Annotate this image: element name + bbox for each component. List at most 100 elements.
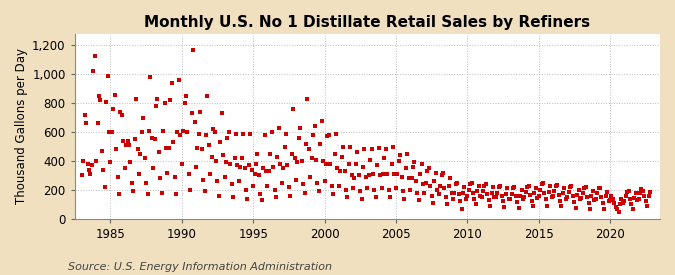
Point [634, 191, 645, 196]
Point [222, 136, 233, 140]
Point [546, 195, 557, 199]
Point [232, 163, 243, 167]
Point [336, 155, 347, 159]
Point [219, 175, 230, 179]
Point [495, 183, 506, 188]
Point [155, 176, 166, 180]
Point [373, 146, 384, 150]
Point [425, 183, 435, 188]
Point [358, 164, 369, 169]
Point [282, 163, 293, 167]
Point [292, 160, 303, 165]
Point [131, 97, 142, 101]
Point [362, 186, 373, 191]
Point [122, 139, 133, 143]
Point [619, 199, 630, 204]
Point [103, 130, 114, 134]
Point [405, 188, 416, 192]
Point [268, 164, 279, 169]
Point [234, 179, 244, 183]
Point [168, 140, 179, 144]
Point [221, 160, 232, 165]
Point [325, 162, 335, 166]
Point [76, 173, 87, 178]
Point [491, 195, 502, 199]
Point [121, 143, 132, 147]
Point [612, 207, 622, 211]
Point [396, 175, 407, 179]
Point [481, 182, 491, 186]
Point [520, 190, 531, 194]
Point [448, 196, 458, 201]
Point [416, 162, 427, 166]
Point [288, 107, 298, 111]
Point [552, 183, 563, 187]
Point [109, 92, 120, 97]
Point [460, 196, 471, 201]
Point [589, 198, 599, 202]
Point [443, 183, 454, 188]
Point [169, 175, 180, 179]
Point [562, 195, 572, 199]
Point [149, 137, 160, 142]
Point [392, 172, 403, 176]
Point [549, 189, 560, 194]
Point [547, 194, 558, 199]
Point [346, 173, 357, 178]
Point [542, 204, 553, 208]
Point [398, 189, 408, 194]
Point [630, 191, 641, 195]
Point [381, 147, 392, 152]
Point [333, 183, 344, 188]
Point [97, 149, 107, 153]
Point [624, 196, 635, 201]
Point [633, 196, 644, 201]
Point [429, 179, 440, 183]
Point [285, 193, 296, 198]
Point [327, 192, 338, 196]
Point [175, 133, 186, 137]
Point [431, 170, 441, 175]
Point [132, 147, 143, 152]
Point [626, 201, 637, 206]
Point [309, 124, 320, 128]
Point [458, 191, 468, 195]
Point [272, 155, 283, 159]
Point [578, 191, 589, 195]
Point [356, 196, 367, 201]
Point [295, 126, 306, 130]
Point [536, 182, 547, 186]
Point [78, 159, 88, 163]
Point [299, 191, 310, 195]
Point [492, 191, 503, 195]
Point [340, 188, 351, 192]
Point [344, 162, 354, 166]
Point [115, 110, 126, 114]
Point [636, 187, 647, 191]
Point [445, 176, 456, 180]
Point [628, 207, 639, 211]
Point [433, 192, 444, 196]
Point [479, 183, 490, 188]
Point [423, 166, 434, 170]
Point [136, 130, 147, 134]
Point [475, 193, 485, 198]
Point [238, 131, 248, 136]
Point [275, 162, 286, 166]
Point [89, 53, 100, 58]
Point [265, 152, 275, 156]
Point [508, 186, 518, 191]
Point [379, 156, 390, 160]
Point [394, 159, 404, 163]
Point [606, 193, 617, 198]
Point [302, 97, 313, 101]
Point [252, 152, 263, 156]
Point [556, 204, 567, 209]
Point [329, 152, 340, 156]
Point [236, 156, 247, 160]
Point [629, 196, 640, 200]
Point [602, 190, 613, 194]
Point [455, 199, 466, 204]
Point [550, 183, 561, 188]
Point [186, 111, 197, 116]
